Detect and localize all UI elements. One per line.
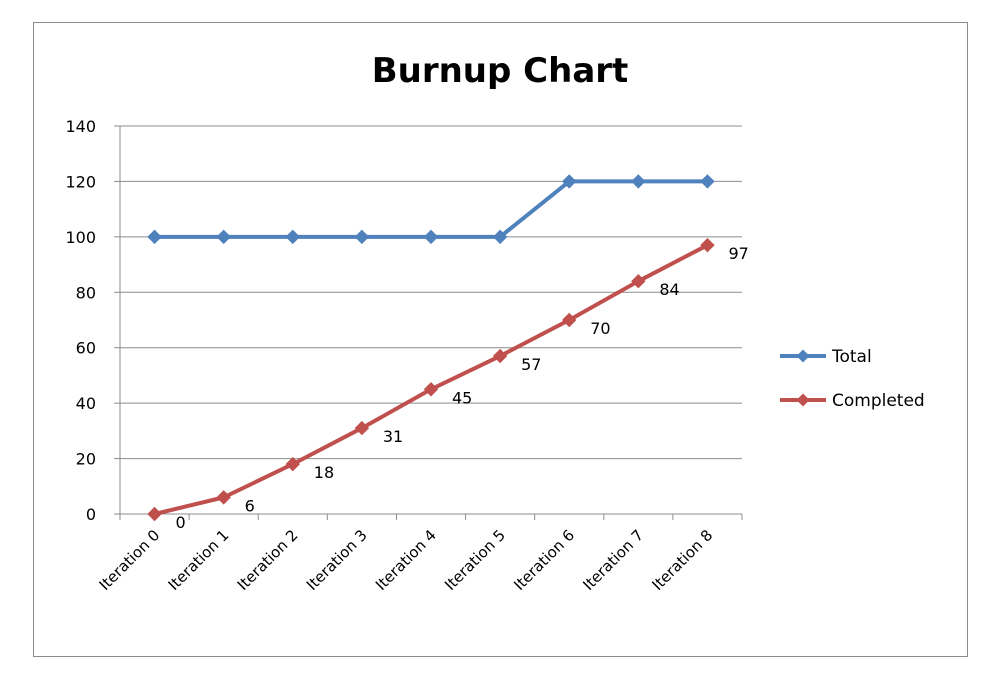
legend-label-total: Total	[831, 347, 872, 367]
grid-lines	[120, 125, 742, 460]
data-point-total	[147, 229, 162, 245]
series-line-total	[154, 179, 708, 239]
data-label: 45	[452, 388, 472, 407]
data-point-completed	[492, 348, 508, 364]
x-axis-ticks: Iteration 0 Iteration 1 Iteration 2 Iterati…	[96, 526, 717, 594]
y-tick-label: 140	[65, 117, 96, 136]
y-tick-label: 20	[76, 450, 96, 469]
x-tick-label: Iteration 7	[579, 526, 647, 594]
chart-title: Burnup Chart	[372, 51, 629, 91]
data-point-total	[216, 229, 231, 245]
x-tick-label: Iteration 8	[648, 526, 716, 594]
x-tick-label: Iteration 3	[303, 526, 371, 594]
x-tick-label: Iteration 0	[96, 526, 164, 594]
x-tick-label: Iteration 2	[234, 526, 302, 594]
data-point-total	[631, 174, 646, 189]
data-point-completed	[216, 490, 231, 505]
data-point-completed	[700, 237, 715, 253]
y-tick-label: 0	[86, 505, 96, 524]
legend: Total Completed	[780, 347, 925, 411]
data-label: 84	[659, 280, 679, 299]
data-label: 97	[728, 244, 748, 263]
y-tick-label: 60	[76, 339, 96, 358]
legend-marker-total	[796, 349, 810, 363]
data-label: 57	[521, 355, 541, 374]
data-point-total	[423, 229, 439, 245]
y-axis-ticks: 0 20 40 60 80 100 120 140	[65, 117, 96, 524]
data-label: 31	[383, 427, 403, 446]
y-tick-label: 100	[65, 228, 96, 247]
data-point-total	[285, 229, 300, 245]
data-point-completed	[631, 273, 646, 289]
data-point-completed	[285, 456, 300, 472]
data-label: 0	[176, 513, 186, 532]
data-point-total	[562, 174, 577, 189]
data-point-completed	[423, 382, 439, 397]
chart-frame	[33, 22, 968, 657]
legend-label-completed: Completed	[832, 391, 925, 411]
data-label: 6	[245, 496, 255, 515]
series-layer	[147, 174, 715, 522]
data-point-total	[492, 229, 508, 245]
series-line-completed	[154, 243, 709, 516]
x-tick-label: Iteration 1	[165, 526, 233, 594]
y-tick-label: 120	[65, 172, 96, 191]
legend-marker-completed	[796, 393, 810, 407]
data-label: 18	[314, 463, 334, 482]
data-point-total	[700, 174, 715, 189]
x-tick-label: Iteration 4	[372, 526, 440, 594]
data-point-completed	[354, 420, 370, 436]
x-tick-label: Iteration 5	[441, 526, 509, 594]
data-labels: 0 6 18 31 45 57 70 84 97	[176, 244, 749, 532]
y-tick-label: 40	[76, 394, 96, 413]
data-point-total	[354, 229, 370, 245]
data-point-completed	[147, 506, 162, 522]
x-tick-label: Iteration 6	[510, 526, 578, 594]
data-label: 70	[590, 319, 610, 338]
axes	[114, 125, 743, 520]
data-point-completed	[562, 312, 577, 328]
y-tick-label: 80	[76, 283, 96, 302]
